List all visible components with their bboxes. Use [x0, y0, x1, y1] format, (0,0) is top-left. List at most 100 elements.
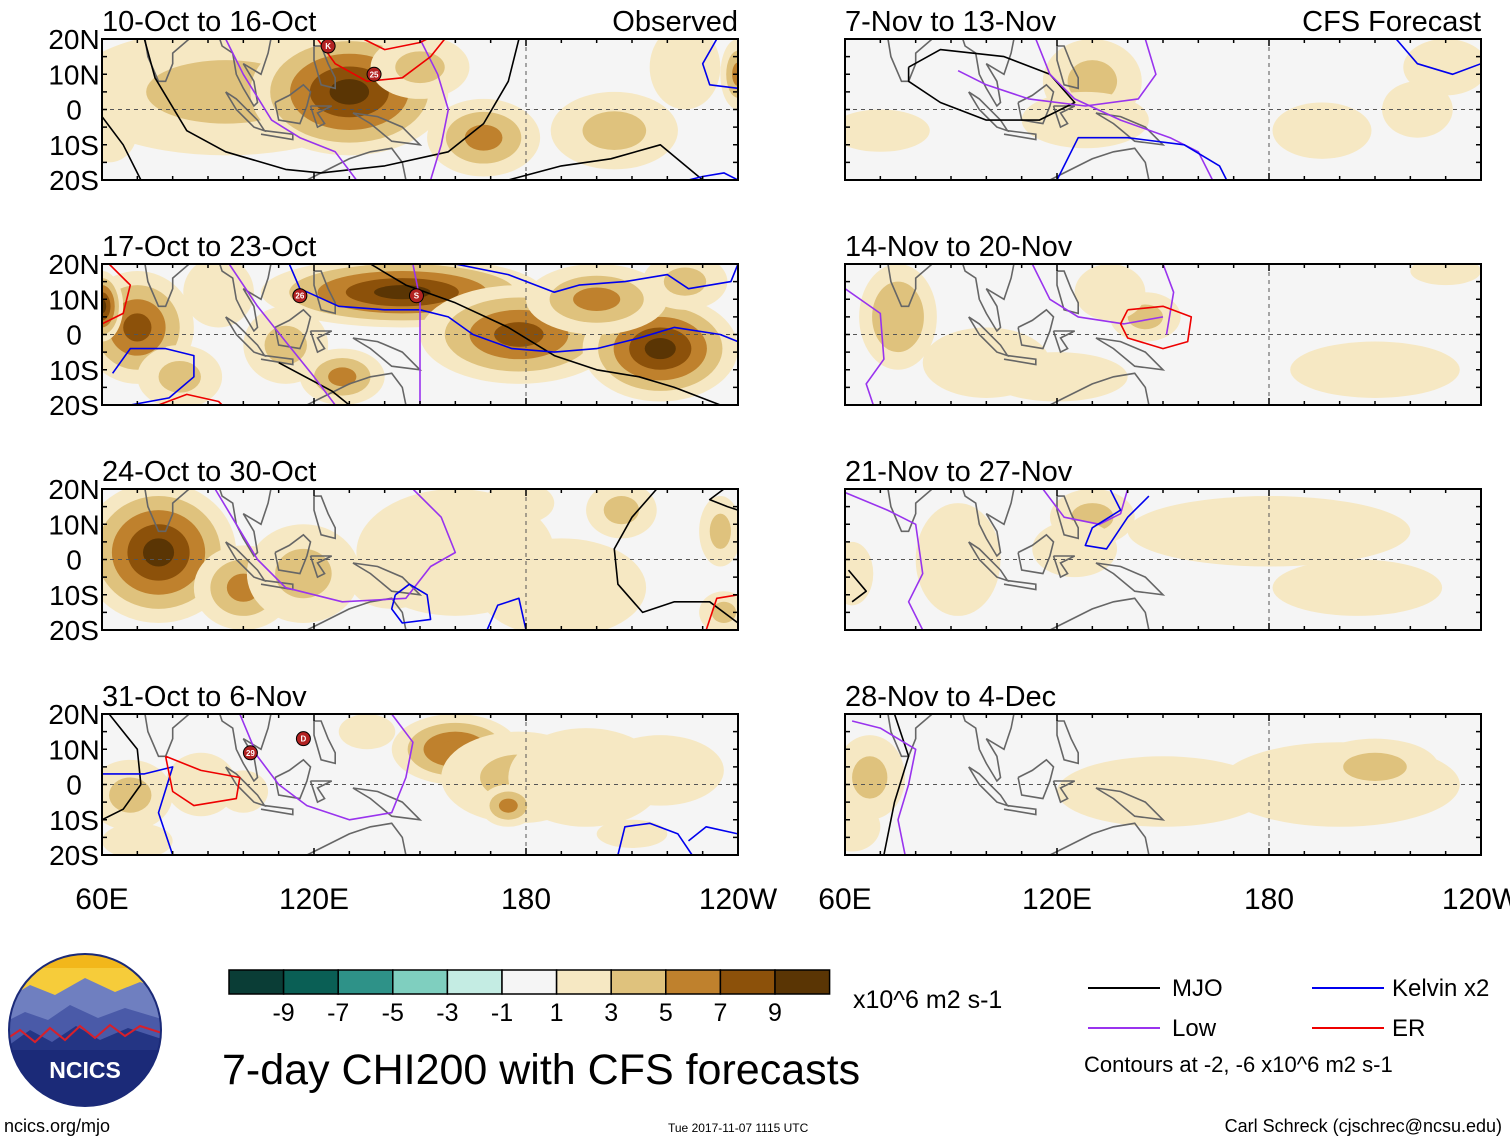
lon-label: 120E	[1022, 883, 1092, 916]
anomaly-band	[1314, 573, 1400, 602]
coastline	[260, 129, 294, 141]
coastline	[961, 489, 1015, 558]
ncics-logo: NCICS	[8, 953, 162, 1107]
coastline	[289, 822, 407, 855]
lat-label: 20S	[49, 615, 99, 646]
anomaly-band	[1057, 756, 1269, 827]
coastline	[1032, 597, 1150, 630]
panel-period-title: 31-Oct to 6-Nov	[102, 681, 307, 713]
colorbar-swatch	[610, 969, 667, 995]
axis-labels: 10-Oct to 16-Oct Observed 20N 10N 0 10S 20S 17-…	[48, 6, 1510, 916]
coastline	[1095, 112, 1166, 146]
mjo-contour	[278, 361, 350, 405]
coastline	[289, 597, 407, 630]
anomaly-band	[483, 489, 555, 525]
panel-period-title: 7-Nov to 13-Nov	[845, 6, 1057, 38]
lat-label: 10S	[49, 580, 99, 611]
mjo-contour	[370, 264, 721, 405]
kelvin-contour	[688, 825, 738, 842]
storm-id: 29	[246, 749, 255, 758]
anomaly-band	[709, 513, 731, 549]
coastline	[1095, 562, 1166, 596]
anomaly-band	[464, 124, 503, 151]
er-contour	[363, 39, 428, 51]
anomaly-band	[1343, 752, 1407, 781]
panel-period-title: 28-Nov to 4-Dec	[845, 681, 1056, 713]
lon-label: 120W	[1442, 883, 1510, 916]
anomaly-band	[275, 548, 332, 599]
anomaly-band	[1074, 264, 1146, 321]
low-contour	[851, 720, 917, 855]
colorbar-swatch	[665, 969, 722, 995]
storm-marker: S	[408, 288, 424, 304]
coastline	[352, 562, 423, 596]
lat-label: 10S	[49, 805, 99, 836]
colorbar-swatch	[228, 969, 285, 995]
lat-label: 10N	[48, 284, 99, 315]
coastline	[1056, 495, 1079, 540]
er-contour	[158, 393, 223, 405]
low-contour	[419, 39, 450, 180]
anomaly-band	[102, 299, 107, 314]
coastline	[1095, 787, 1166, 821]
coastline	[1032, 147, 1150, 180]
coastline	[274, 533, 312, 575]
lat-label: 20N	[48, 24, 99, 55]
kelvin-contour	[102, 766, 174, 855]
legend-er-label: ER	[1392, 1015, 1426, 1042]
storm-marker: 26	[292, 288, 308, 304]
anomaly-band	[328, 367, 357, 387]
anomaly-band	[338, 714, 396, 750]
coastline	[274, 83, 312, 125]
colorbar	[228, 969, 831, 995]
colorbar-tick-label: -1	[490, 999, 514, 1027]
legend-low-label: Low	[1172, 1015, 1217, 1042]
lat-label: 0	[66, 770, 82, 801]
lat-label: 10S	[49, 355, 99, 386]
coastline	[218, 489, 272, 558]
coastline	[349, 194, 388, 226]
kelvin-contour	[111, 347, 195, 405]
storm-id: S	[414, 292, 420, 301]
er-contour	[316, 39, 446, 83]
storm-id: K	[325, 42, 331, 51]
anomaly-band	[158, 360, 201, 393]
coastline	[887, 39, 934, 83]
storm-id: 25	[370, 70, 379, 79]
anomaly-band	[102, 98, 138, 163]
colorbar-tick-label: 1	[549, 999, 564, 1027]
colorbar-tick-label: -3	[436, 999, 459, 1027]
mjo-contour	[847, 569, 868, 603]
coastline	[1092, 419, 1131, 451]
anomaly-band	[1021, 91, 1149, 149]
kelvin-contour	[1056, 136, 1228, 180]
anomaly-band	[498, 798, 518, 813]
colorbar-swatch	[446, 969, 503, 995]
anomaly-band	[1032, 520, 1118, 578]
er-contour	[164, 755, 241, 807]
coastline	[1003, 129, 1037, 141]
coastline	[144, 714, 191, 758]
coastline	[274, 308, 312, 350]
panel-period-title: 21-Nov to 27-Nov	[845, 456, 1073, 488]
anomaly-band	[845, 802, 881, 852]
colorbar-swatch	[282, 969, 339, 995]
anomaly-band	[329, 79, 370, 105]
storm-id: 26	[295, 292, 304, 301]
anomaly-band	[667, 46, 703, 89]
storm-marker: 29	[242, 745, 258, 761]
anomaly-band	[142, 538, 175, 567]
lat-label: 0	[66, 320, 82, 351]
mjo-contour	[102, 116, 142, 180]
source-link[interactable]: ncics.org/mjo	[4, 1116, 111, 1136]
coastline	[1056, 720, 1079, 765]
map-panel	[844, 263, 1482, 406]
colorbar-tick-label: -7	[327, 999, 350, 1027]
anomaly-band	[1067, 60, 1118, 103]
anomaly-band	[582, 111, 647, 151]
coastline	[1056, 45, 1079, 90]
storm-marker: 25	[366, 66, 382, 82]
lon-label: 60E	[75, 883, 128, 916]
coastline	[260, 354, 294, 366]
lon-label: 120E	[279, 883, 349, 916]
